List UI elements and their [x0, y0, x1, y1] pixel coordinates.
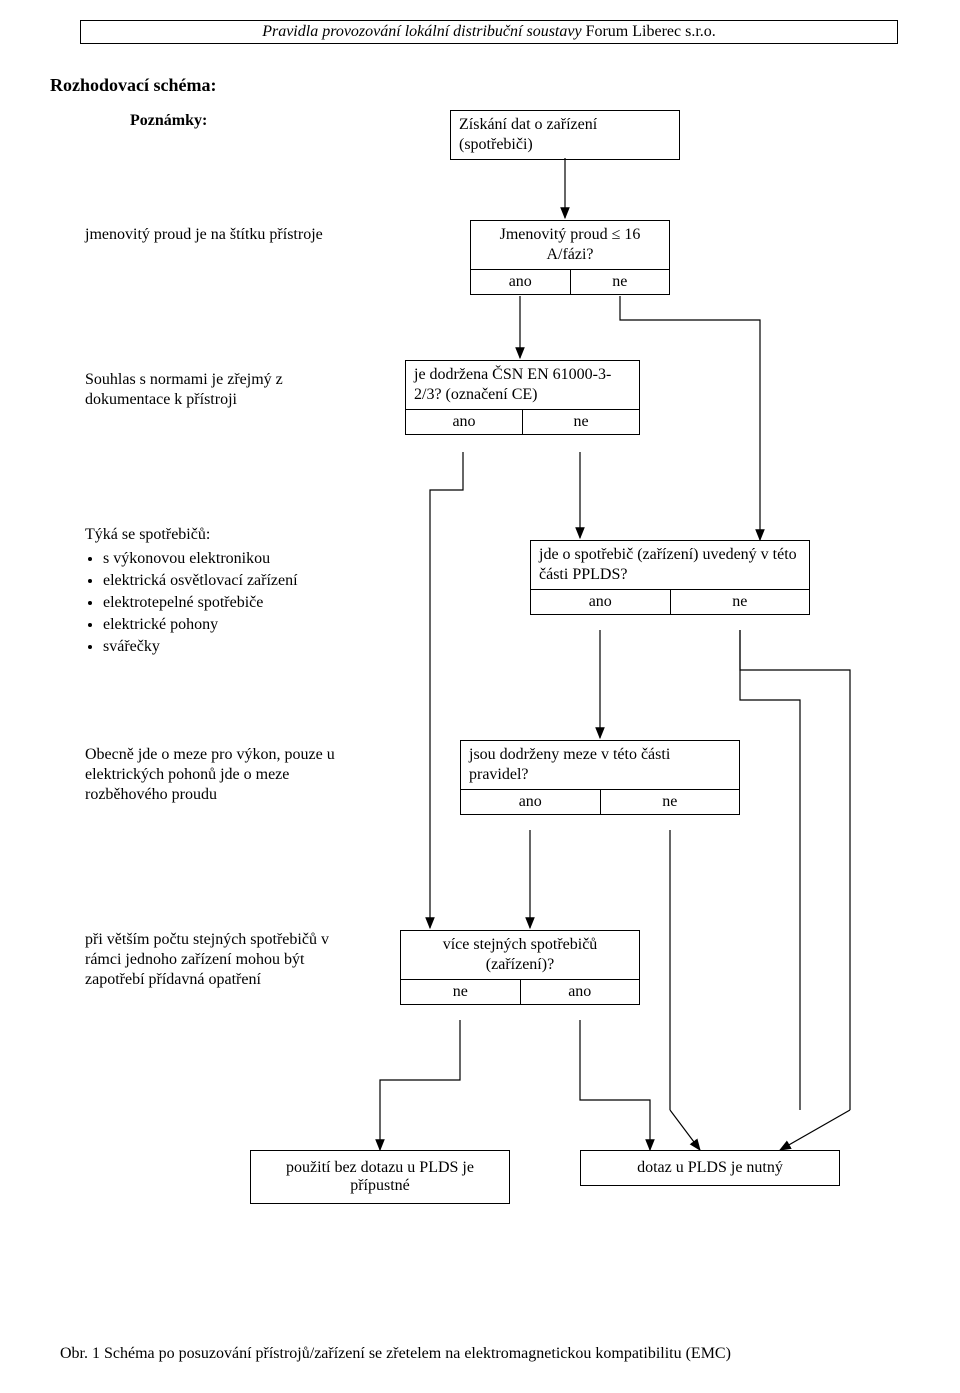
note-3-item: svářečky [103, 637, 365, 657]
box-b1-opt-left: ano [471, 270, 571, 294]
box-b2-opt-right: ne [523, 410, 639, 434]
figure-caption: Obr. 1 Schéma po posuzování přístrojů/za… [60, 1345, 900, 1363]
box-b1-question: Jmenovitý proud ≤ 16 A/fázi? [471, 221, 669, 269]
page-header: Pravidla provozování lokální distribuční… [80, 20, 898, 44]
box-b2-opt-left: ano [406, 410, 523, 434]
box-b3-options: ano ne [531, 589, 809, 614]
box-b5: více stejných spotřebičů (zařízení)? ne … [400, 930, 640, 1005]
box-b3-question: jde o spotřebič (zařízení) uvedený v tét… [531, 541, 809, 589]
section-title: Rozhodovací schéma: [50, 75, 216, 96]
box-b5-options: ne ano [401, 979, 639, 1004]
note-3-list: s výkonovou elektronikou elektrická osvě… [85, 549, 365, 657]
box-start-text: Získání dat o zařízení (spotřebiči) [451, 111, 679, 159]
note-3-item: elektrotepelné spotřebiče [103, 593, 365, 613]
box-b4-opt-left: ano [461, 790, 601, 814]
note-3-item: elektrické pohony [103, 615, 365, 635]
box-b3-opt-left: ano [531, 590, 671, 614]
box-b1: Jmenovitý proud ≤ 16 A/fázi? ano ne [470, 220, 670, 295]
box-b4-opt-right: ne [601, 790, 740, 814]
box-b4-question: jsou dodrženy meze v této části pravidel… [461, 741, 739, 789]
header-rest: Forum Liberec s.r.o. [582, 23, 716, 40]
box-b5-opt-right: ano [521, 980, 640, 1004]
note-4: Obecně jde o meze pro výkon, pouze u ele… [85, 745, 365, 805]
note-3: Týká se spotřebičů: s výkonovou elektron… [85, 525, 365, 659]
box-b5-opt-left: ne [401, 980, 521, 1004]
box-start: Získání dat o zařízení (spotřebiči) [450, 110, 680, 160]
box-b2-options: ano ne [406, 409, 639, 434]
box-b4-options: ano ne [461, 789, 739, 814]
box-b4: jsou dodrženy meze v této části pravidel… [460, 740, 740, 815]
box-b2: je dodržena ČSN EN 61000-3-2/3? (označen… [405, 360, 640, 435]
note-2: Souhlas s normami je zřejmý z dokumentac… [85, 370, 345, 410]
page: Pravidla provozování lokální distribuční… [0, 0, 960, 1393]
note-3-item: s výkonovou elektronikou [103, 549, 365, 569]
header-italic: Pravidla provozování lokální distribuční… [262, 23, 581, 40]
notes-label: Poznámky: [130, 112, 207, 130]
box-b5-question: více stejných spotřebičů (zařízení)? [401, 931, 639, 979]
terminal-ok: použití bez dotazu u PLDS je přípustné [250, 1150, 510, 1204]
note-3-item: elektrická osvětlovací zařízení [103, 571, 365, 591]
box-b1-options: ano ne [471, 269, 669, 294]
note-5: při větším počtu stejných spotřebičů v r… [85, 930, 365, 990]
note-1: jmenovitý proud je na štítku přístroje [85, 225, 345, 245]
box-b3: jde o spotřebič (zařízení) uvedený v tét… [530, 540, 810, 615]
box-b3-opt-right: ne [671, 590, 810, 614]
note-3-intro: Týká se spotřebičů: [85, 526, 210, 543]
terminal-query: dotaz u PLDS je nutný [580, 1150, 840, 1186]
box-b2-question: je dodržena ČSN EN 61000-3-2/3? (označen… [406, 361, 639, 409]
box-b1-opt-right: ne [571, 270, 670, 294]
